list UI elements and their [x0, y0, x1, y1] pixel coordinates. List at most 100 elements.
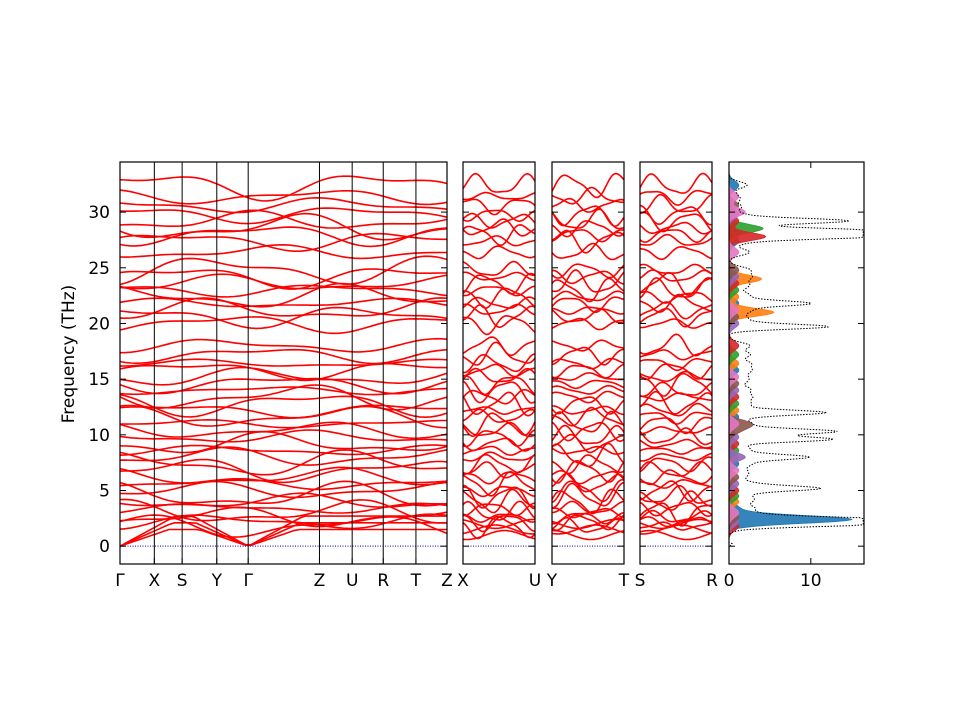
band-lines	[119, 172, 713, 547]
band-line	[119, 480, 448, 499]
band-line	[462, 271, 536, 282]
x-tick-label: S	[177, 571, 188, 591]
band-line	[119, 232, 447, 252]
band-line	[639, 233, 713, 246]
band-line	[639, 480, 713, 503]
band-line	[462, 514, 536, 533]
band-line	[639, 446, 713, 455]
band-line	[462, 285, 536, 297]
band-line	[639, 358, 713, 372]
band-line	[551, 396, 625, 415]
band-line	[551, 220, 625, 238]
panel-frame	[728, 161, 865, 565]
band-line	[462, 367, 536, 383]
band-line	[639, 529, 713, 541]
band-line	[639, 411, 713, 425]
band-line	[551, 390, 625, 404]
band-line	[551, 357, 625, 370]
band-line	[119, 480, 448, 507]
band-line	[639, 381, 713, 397]
band-line	[551, 317, 625, 331]
band-line	[462, 408, 536, 423]
x-tick-label: Z	[314, 571, 326, 591]
band-line	[462, 451, 536, 462]
band-line	[639, 229, 713, 243]
band-line	[551, 172, 625, 199]
dos-x-tick-label: 10	[800, 571, 822, 591]
band-line	[119, 466, 448, 486]
band-line	[639, 307, 713, 328]
band-line	[119, 226, 448, 248]
band-line	[462, 341, 536, 366]
band-line	[639, 189, 713, 206]
band-line	[119, 429, 448, 443]
band-line	[551, 379, 625, 390]
band-line	[639, 469, 713, 486]
y-tick-label: 20	[88, 314, 110, 334]
band-line	[119, 212, 448, 241]
band-line	[551, 269, 624, 285]
band-line	[551, 454, 625, 475]
band-line	[551, 296, 625, 313]
band-line	[119, 273, 448, 290]
band-line	[551, 445, 625, 455]
band-line	[639, 460, 713, 477]
band-line	[119, 444, 448, 456]
band-line	[119, 297, 448, 320]
band-line	[462, 453, 536, 475]
band-line	[551, 488, 625, 515]
band-line	[119, 337, 448, 354]
band-line	[119, 431, 448, 454]
band-line	[551, 424, 625, 445]
panel-frame	[639, 161, 713, 565]
x-tick-label: T	[618, 571, 630, 591]
band-line	[119, 358, 448, 367]
x-tick-label: U	[346, 571, 358, 591]
band-line	[462, 391, 536, 417]
band-line	[119, 449, 448, 476]
y-tick-label: 15	[88, 370, 110, 390]
band-line	[551, 406, 624, 427]
band-line	[119, 268, 447, 290]
band-line	[462, 471, 536, 485]
band-line	[639, 402, 713, 417]
band-line	[119, 282, 448, 308]
band-line	[119, 316, 448, 335]
band-line	[639, 204, 713, 226]
band-line	[551, 205, 625, 227]
band-line	[462, 260, 536, 277]
y-axis-label: Frequency (THz)	[59, 285, 79, 424]
band-line	[639, 521, 713, 531]
band-line	[639, 518, 713, 530]
band-line	[119, 522, 447, 547]
band-line	[119, 492, 447, 508]
band-line	[462, 245, 536, 260]
band-line	[639, 427, 713, 446]
band-line	[462, 235, 536, 247]
band-line	[551, 481, 625, 509]
band-line	[552, 529, 625, 541]
band-line	[639, 392, 712, 402]
band-line	[462, 172, 536, 193]
band-line	[551, 186, 624, 205]
y-tick-label: 10	[88, 426, 110, 446]
band-line	[639, 484, 713, 504]
x-tick-label: T	[410, 571, 422, 591]
band-line	[639, 301, 713, 320]
band-line	[462, 212, 536, 229]
band-line	[462, 191, 536, 201]
x-tick-label: R	[377, 571, 389, 591]
band-line	[119, 189, 448, 206]
band-line	[639, 363, 713, 381]
band-line	[551, 507, 625, 519]
band-line	[119, 306, 448, 330]
band-line	[119, 513, 448, 530]
band-line	[462, 209, 536, 223]
x-tick-label: Y	[211, 571, 223, 591]
panel-frame	[462, 161, 536, 565]
band-line	[119, 421, 448, 440]
band-line	[639, 502, 712, 527]
y-tick-label: 5	[99, 482, 110, 502]
band-line	[639, 516, 713, 528]
band-line	[462, 437, 536, 452]
